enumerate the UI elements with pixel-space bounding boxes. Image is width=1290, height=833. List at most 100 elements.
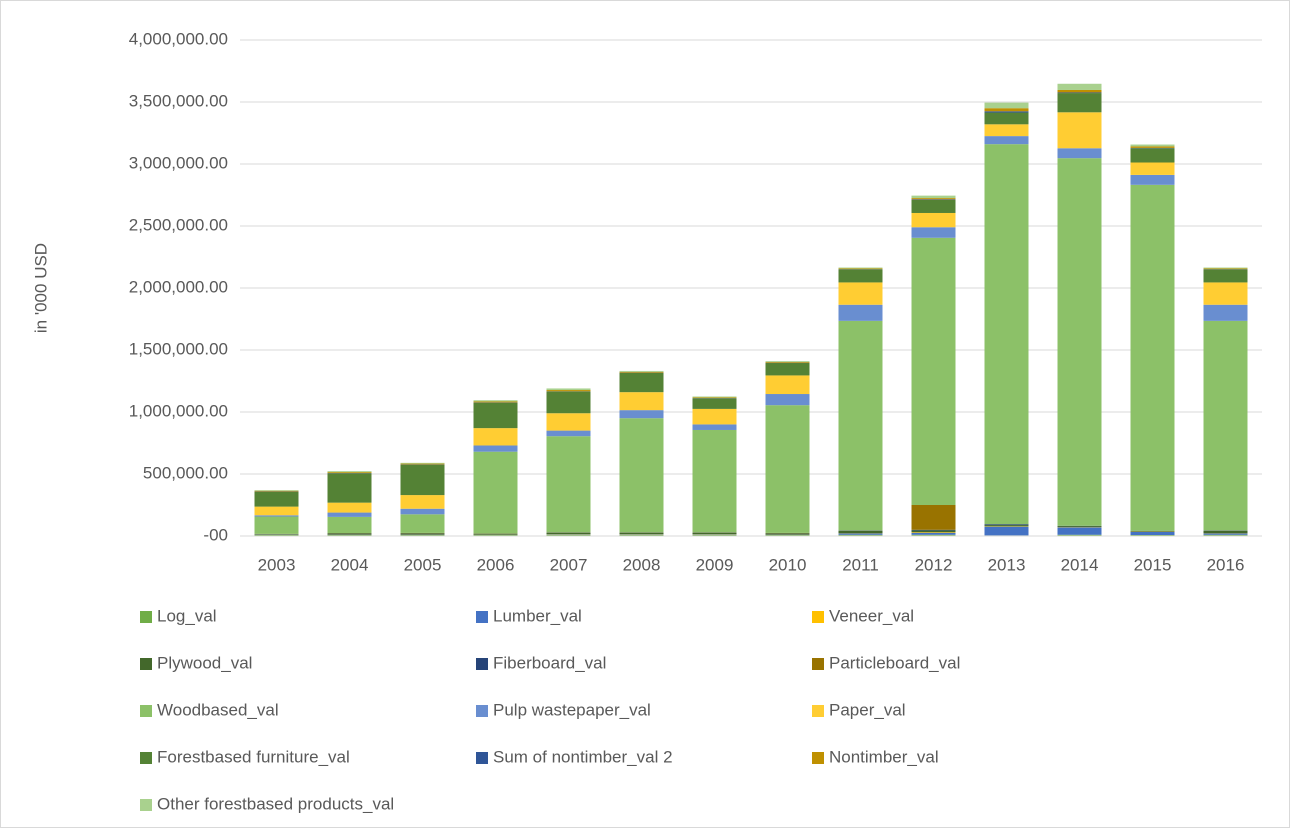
legend-swatch (476, 705, 488, 717)
bar-segment (1058, 527, 1102, 534)
bar-segment (985, 111, 1029, 112)
bar-segment (1131, 148, 1175, 162)
bar-segment (1058, 90, 1102, 92)
bar-segment (401, 533, 445, 534)
bar-segment (620, 371, 664, 372)
bar-segment (985, 524, 1029, 525)
bar-segment (255, 492, 299, 507)
legend-swatch (476, 752, 488, 764)
bar-segment (766, 361, 810, 362)
bar-segment (547, 436, 591, 532)
bar-segment (1204, 534, 1248, 535)
bar-segment (547, 431, 591, 437)
legend-label: Veneer_val (829, 606, 914, 625)
legend-swatch (140, 799, 152, 811)
y-tick-label: 4,000,000.00 (129, 29, 228, 48)
x-tick-label: 2005 (404, 555, 442, 574)
legend-label: Plywood_val (157, 653, 252, 672)
bar-segment (328, 471, 372, 472)
bar-segment (839, 268, 883, 269)
bar-segment (912, 196, 956, 198)
x-tick-label: 2015 (1134, 555, 1172, 574)
bar-segment (766, 394, 810, 405)
bar-segment (1131, 531, 1175, 532)
x-tick-label: 2004 (331, 555, 369, 574)
bar-segment (985, 525, 1029, 526)
y-tick-label: 3,000,000.00 (129, 153, 228, 172)
bar-segment (620, 392, 664, 410)
legend-label: Lumber_val (493, 606, 582, 625)
bar-segment (1058, 112, 1102, 148)
legend-swatch (812, 752, 824, 764)
legend-label: Sum of nontimber_val 2 (493, 747, 673, 766)
bar-segment (985, 527, 1029, 536)
bar-segment (401, 509, 445, 515)
bar-segment (1204, 531, 1248, 533)
legend-swatch (140, 658, 152, 670)
legend-label: Woodbased_val (157, 700, 279, 719)
x-tick-label: 2008 (623, 555, 661, 574)
bar-segment (693, 398, 737, 409)
x-tick-label: 2016 (1207, 555, 1245, 574)
bar-segment (1131, 532, 1175, 535)
y-tick-label: 2,500,000.00 (129, 215, 228, 234)
bar-segment (766, 405, 810, 533)
y-tick-label: 500,000.00 (143, 463, 228, 482)
bar-segment (255, 515, 299, 516)
bar-segment (1131, 145, 1175, 147)
bar-segment (693, 533, 737, 534)
bar-segment (255, 490, 299, 491)
bar-segment (474, 534, 518, 535)
legend-label: Pulp wastepaper_val (493, 700, 651, 719)
bar-segment (1204, 282, 1248, 304)
bar-segment (1204, 321, 1248, 531)
bar-segment (693, 397, 737, 398)
x-tick-label: 2003 (258, 555, 296, 574)
bar-segment (620, 372, 664, 373)
bar-segment (255, 517, 299, 534)
bar-segment (1131, 175, 1175, 185)
bar-segment (1058, 158, 1102, 526)
bar-segment (547, 533, 591, 534)
bar-segment (985, 136, 1029, 144)
bar-segment (839, 305, 883, 321)
bar-segment (912, 198, 956, 199)
bar-segment (328, 474, 372, 503)
bar-segment (839, 282, 883, 304)
x-tick-label: 2006 (477, 555, 515, 574)
bar-segment (401, 464, 445, 465)
bar-segment (620, 533, 664, 534)
bar-segment (474, 401, 518, 402)
legend-swatch (812, 611, 824, 623)
bar-segment (1131, 146, 1175, 147)
legend-swatch (812, 705, 824, 717)
bar-segment (328, 472, 372, 473)
bar-segment (985, 113, 1029, 125)
bar-segment (766, 533, 810, 534)
bar-segment (328, 517, 372, 533)
bar-segment (839, 321, 883, 531)
bar-segment (985, 103, 1029, 109)
legend-swatch (476, 658, 488, 670)
bar-segment (547, 388, 591, 390)
bar-segment (1058, 92, 1102, 93)
bar-segment (766, 375, 810, 394)
bar-segment (547, 390, 591, 391)
bar-segment (1204, 269, 1248, 282)
bar-segment (328, 513, 372, 517)
bar-segment (328, 503, 372, 513)
bar-segment (839, 268, 883, 269)
x-tick-label: 2014 (1061, 555, 1099, 574)
legend-swatch (812, 658, 824, 670)
bar-segment (328, 533, 372, 534)
bar-segment (1204, 268, 1248, 269)
bar-segment (401, 514, 445, 533)
bar-segment (474, 452, 518, 534)
bar-segment (839, 534, 883, 535)
bar-segment (1204, 268, 1248, 269)
y-tick-label: 1,000,000.00 (129, 401, 228, 420)
bar-segment (985, 108, 1029, 111)
bar-segment (255, 507, 299, 516)
legend-label: Particleboard_val (829, 653, 960, 672)
